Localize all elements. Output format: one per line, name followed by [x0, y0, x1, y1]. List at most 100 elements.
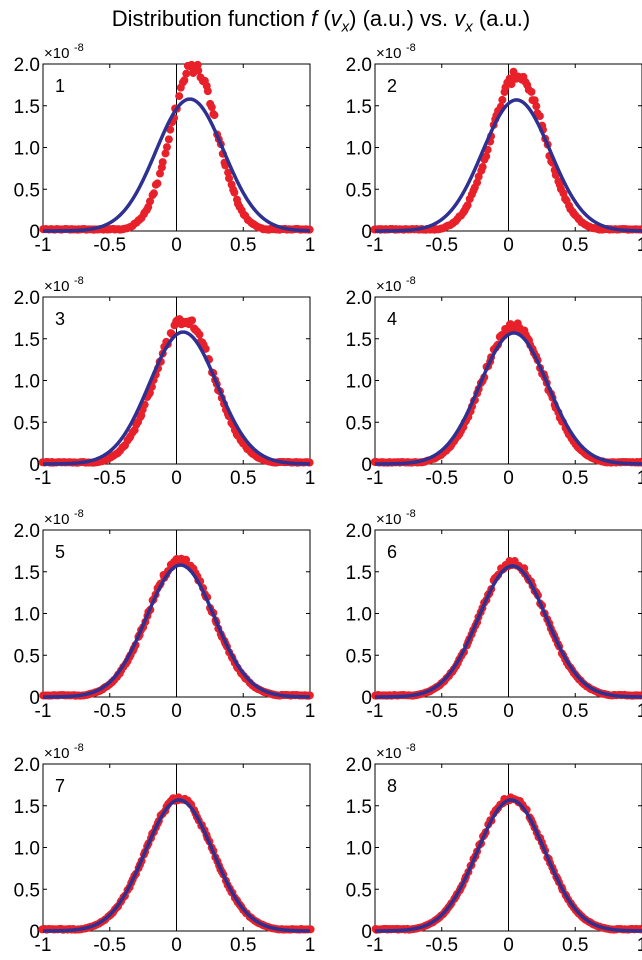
- x-tick-label: -0.5: [93, 935, 126, 956]
- fit-curve: [43, 563, 311, 699]
- y-tick-label: 0: [29, 222, 40, 243]
- y-multiplier: ×10: [376, 745, 401, 762]
- panel-label: 3: [55, 309, 65, 329]
- y-tick-label: 1.5: [14, 330, 40, 351]
- y-tick-label: 2.0: [14, 755, 40, 776]
- panel-label: 2: [387, 76, 397, 96]
- x-tick-label: 0.5: [562, 701, 588, 722]
- x-tick-label: -0.5: [425, 701, 458, 722]
- data-point: [532, 102, 541, 111]
- y-multiplier-exponent: -8: [74, 508, 84, 520]
- panel-5: -1 -0.5 0 0.5 1 0 0.5 1.0 1.5 2.0×10 -8 5: [14, 508, 316, 722]
- panel-label: 7: [55, 776, 65, 796]
- x-tick-label: 0.5: [230, 701, 256, 722]
- x-tick-label: -0.5: [425, 935, 458, 956]
- x-tick-label: -0.5: [425, 468, 458, 489]
- x-tick-label: 1: [305, 701, 316, 722]
- y-tick-label: 0.5: [346, 880, 372, 901]
- y-multiplier: ×10: [44, 511, 69, 528]
- data-point: [182, 69, 191, 78]
- x-tick-label: 0: [503, 468, 514, 489]
- x-tick-label: 0.5: [230, 935, 256, 956]
- y-tick-label: 0: [361, 688, 372, 709]
- x-tick-label: 0: [503, 935, 514, 956]
- y-tick-label: 0: [361, 922, 372, 943]
- x-tick-label: -1: [35, 701, 52, 722]
- data-point: [149, 189, 158, 198]
- data-point: [166, 125, 175, 134]
- title-open: (: [317, 6, 331, 31]
- x-tick-label: 0: [503, 701, 514, 722]
- x-tick-label: 0.5: [562, 935, 588, 956]
- y-tick-label: 2.0: [346, 521, 372, 542]
- y-multiplier-exponent: -8: [406, 508, 416, 520]
- y-multiplier: ×10: [44, 45, 69, 62]
- x-tick-label: 0: [171, 935, 182, 956]
- panel-8: -1 -0.5 0 0.5 1 0 0.5 1.0 1.5 2.0×10 -8 8: [346, 742, 642, 956]
- data-point: [207, 103, 216, 112]
- x-tick-label: -1: [35, 468, 52, 489]
- fit-curve: [374, 331, 642, 466]
- data-point: [463, 201, 472, 210]
- x-tick-label: -1: [367, 235, 384, 256]
- data-point: [225, 174, 234, 183]
- title-subscript-2: x: [465, 18, 473, 36]
- y-tick-label: 2.0: [14, 55, 40, 76]
- data-point: [482, 152, 491, 161]
- panel-3: -1 -0.5 0 0.5 1 0 0.5 1.0 1.5 2.0×10 -8 3: [14, 275, 316, 489]
- y-tick-label: 1.0: [14, 839, 40, 860]
- y-tick-label: 0: [29, 455, 40, 476]
- x-tick-label: 1: [637, 935, 642, 956]
- title-prefix: Distribution function: [111, 6, 312, 31]
- panel-7: -1 -0.5 0 0.5 1 0 0.5 1.0 1.5 2.0×10 -8 7: [14, 742, 316, 956]
- x-tick-label: 0.5: [562, 235, 588, 256]
- y-tick-label: 0.5: [346, 646, 372, 667]
- data-point: [162, 143, 171, 152]
- panel-label: 8: [387, 776, 397, 796]
- y-tick-label: 0.5: [346, 413, 372, 434]
- data-point: [153, 179, 162, 188]
- y-tick-label: 0.5: [14, 413, 40, 434]
- title-variable: v: [330, 6, 342, 31]
- y-tick-label: 1.0: [14, 372, 40, 393]
- y-multiplier: ×10: [376, 511, 401, 528]
- data-point: [158, 158, 167, 167]
- title-function: f: [311, 6, 318, 31]
- y-tick-label: 0: [29, 688, 40, 709]
- y-tick-label: 1.5: [346, 797, 372, 818]
- x-tick-label: 1: [305, 235, 316, 256]
- y-tick-label: 2.0: [14, 521, 40, 542]
- y-tick-label: 0: [361, 455, 372, 476]
- y-tick-label: 2.0: [346, 55, 372, 76]
- y-multiplier: ×10: [44, 745, 69, 762]
- y-tick-label: 1.5: [14, 797, 40, 818]
- data-point: [230, 188, 239, 197]
- fit-curve: [374, 98, 642, 233]
- x-tick-label: -1: [35, 235, 52, 256]
- x-tick-label: 1: [305, 935, 316, 956]
- x-tick-label: 1: [637, 235, 642, 256]
- fit-curve: [43, 330, 311, 466]
- title-subscript: x: [341, 18, 350, 36]
- title-suffix: (a.u.): [472, 6, 531, 31]
- data-point: [194, 66, 203, 75]
- y-tick-label: 1.0: [346, 839, 372, 860]
- x-tick-label: 0: [171, 235, 182, 256]
- y-tick-label: 1.5: [346, 330, 372, 351]
- data-point: [203, 87, 212, 96]
- panel-4: -1 -0.5 0 0.5 1 0 0.5 1.0 1.5 2.0×10 -8 4: [346, 275, 642, 489]
- y-tick-label: 0: [29, 922, 40, 943]
- y-tick-label: 2.0: [14, 288, 40, 309]
- panel-label: 6: [387, 542, 397, 562]
- data-point: [551, 170, 560, 179]
- y-multiplier: ×10: [44, 278, 69, 295]
- panel-2: -1 -0.5 0 0.5 1 0 0.5 1.0 1.5 2.0×10 -8 2: [346, 42, 642, 256]
- data-point: [195, 330, 204, 339]
- x-tick-label: 0.5: [562, 468, 588, 489]
- y-tick-label: 1.5: [14, 97, 40, 118]
- data-point: [210, 111, 219, 120]
- y-multiplier-exponent: -8: [74, 742, 84, 754]
- data-point: [535, 112, 544, 121]
- y-tick-label: 1.0: [346, 605, 372, 626]
- x-tick-label: 0: [171, 468, 182, 489]
